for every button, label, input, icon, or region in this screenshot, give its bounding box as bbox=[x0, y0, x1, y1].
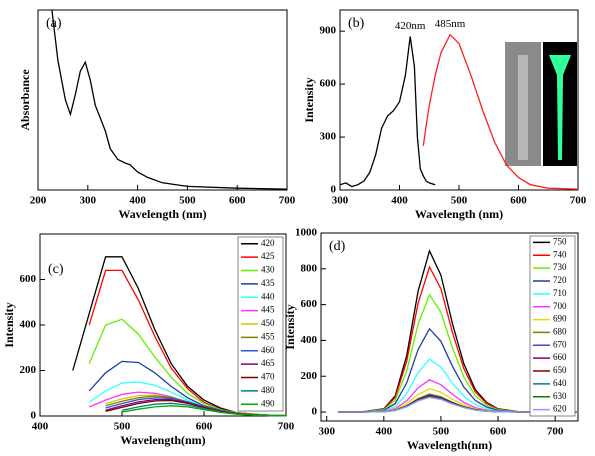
data-line bbox=[339, 36, 436, 188]
inset-photo bbox=[505, 42, 577, 166]
y-tick-label: 200 bbox=[301, 370, 318, 382]
legend-label: 690 bbox=[553, 314, 567, 324]
y-tick-label: 200 bbox=[20, 364, 37, 376]
legend-label: 730 bbox=[553, 262, 567, 272]
legend-label: 460 bbox=[261, 345, 275, 355]
x-tick-label: 300 bbox=[80, 195, 97, 207]
x-tick-label: 400 bbox=[391, 195, 408, 207]
x-tick-label: 500 bbox=[179, 195, 196, 207]
legend-label: 740 bbox=[553, 249, 567, 259]
y-tick-label: 600 bbox=[320, 78, 337, 90]
panel: 400 500 600 7000200400600Wavelength(nm)Inte… bbox=[2, 233, 295, 447]
x-tick-label: 700 bbox=[547, 426, 564, 438]
legend-label: 455 bbox=[261, 331, 275, 341]
y-axis-label: Intensity bbox=[283, 304, 297, 349]
x-tick-label: 400 bbox=[32, 421, 49, 433]
legend-label: 700 bbox=[553, 301, 567, 311]
y-tick-label: 0 bbox=[331, 184, 337, 196]
peak-annotation: 485nm bbox=[435, 18, 466, 30]
x-tick-label: 200 bbox=[30, 195, 47, 207]
plot-frame bbox=[37, 9, 288, 191]
panel: 200 300 400 500 600 700 Wavelength (nm) Absorba… bbox=[18, 9, 296, 221]
legend-label: 630 bbox=[553, 391, 567, 401]
legend-label: 430 bbox=[261, 265, 275, 275]
legend-label: 640 bbox=[553, 378, 567, 388]
data-line bbox=[121, 405, 287, 417]
vial-body bbox=[518, 55, 528, 160]
x-tick-label: 600 bbox=[510, 195, 527, 207]
y-axis-label: Absorbance bbox=[18, 69, 32, 131]
x-axis-label: Wavelength(nm) bbox=[407, 438, 492, 452]
y-tick-label: 800 bbox=[301, 262, 318, 274]
y-axis-label: Intensity bbox=[2, 302, 16, 347]
legend-label: 440 bbox=[261, 291, 275, 301]
panel-label: (d) bbox=[329, 239, 346, 254]
x-tick-label: 500 bbox=[433, 426, 450, 438]
x-tick-label: 600 bbox=[490, 426, 507, 438]
legend-label: 420 bbox=[261, 238, 275, 248]
y-tick-label: 400 bbox=[301, 334, 318, 346]
legend-label: 650 bbox=[553, 365, 567, 375]
legend-label: 480 bbox=[261, 385, 275, 395]
legend-label: 710 bbox=[553, 288, 567, 298]
legend-box bbox=[529, 235, 576, 417]
legend-label: 425 bbox=[261, 251, 275, 261]
legend-label: 720 bbox=[553, 275, 567, 285]
y-tick-label: 1000 bbox=[295, 227, 318, 239]
legend-label: 620 bbox=[553, 404, 567, 414]
y-tick-label: 600 bbox=[20, 273, 37, 285]
y-tick-label: 900 bbox=[320, 25, 337, 37]
x-tick-label: 400 bbox=[376, 426, 393, 438]
legend-label: 465 bbox=[261, 358, 275, 368]
y-tick-label: 300 bbox=[320, 131, 337, 143]
plot-frame bbox=[339, 9, 579, 191]
x-tick-label: 700 bbox=[278, 421, 295, 433]
x-tick-label: 500 bbox=[114, 421, 131, 433]
legend-label: 490 bbox=[261, 398, 275, 408]
legend-label: 670 bbox=[553, 339, 567, 349]
x-tick-label: 600 bbox=[229, 195, 246, 207]
plot-frame bbox=[320, 232, 579, 422]
x-tick-label: 400 bbox=[129, 195, 146, 207]
y-tick-label: 0 bbox=[312, 406, 318, 418]
data-line bbox=[338, 396, 578, 413]
legend-label: 470 bbox=[261, 372, 275, 382]
legend-label: 680 bbox=[553, 326, 567, 336]
legend-label: 445 bbox=[261, 305, 275, 315]
data-line bbox=[422, 33, 579, 190]
x-tick-label: 500 bbox=[451, 195, 468, 207]
legend-label: 660 bbox=[553, 352, 567, 362]
y-tick-label: 600 bbox=[301, 298, 318, 310]
x-axis-label: Wavelength (nm) bbox=[415, 207, 503, 221]
x-tick-label: 300 bbox=[318, 426, 335, 438]
y-tick-label: 0 bbox=[31, 410, 37, 422]
x-axis-label: Wavelength (nm) bbox=[118, 207, 206, 221]
panel-label: (c) bbox=[48, 262, 64, 277]
legend-label: 435 bbox=[261, 278, 275, 288]
legend-label: 450 bbox=[261, 318, 275, 328]
peak-annotation: 420nm bbox=[395, 20, 426, 32]
vial-glow bbox=[549, 55, 571, 160]
x-tick-label: 600 bbox=[196, 421, 213, 433]
x-tick-label: 700 bbox=[570, 195, 587, 207]
x-axis-label: Wavelength(nm) bbox=[120, 433, 205, 447]
y-tick-label: 400 bbox=[20, 319, 37, 331]
x-tick-label: 700 bbox=[279, 195, 296, 207]
x-tick-label: 300 bbox=[332, 195, 349, 207]
y-axis-label: Intensity bbox=[302, 77, 316, 122]
panel: 300 400 500 600 700 0 200 400 600 800 1000 Waveleng… bbox=[283, 227, 579, 452]
legend-label: 750 bbox=[553, 236, 567, 246]
panel-label: (b) bbox=[348, 16, 365, 31]
data-line bbox=[51, 9, 288, 190]
